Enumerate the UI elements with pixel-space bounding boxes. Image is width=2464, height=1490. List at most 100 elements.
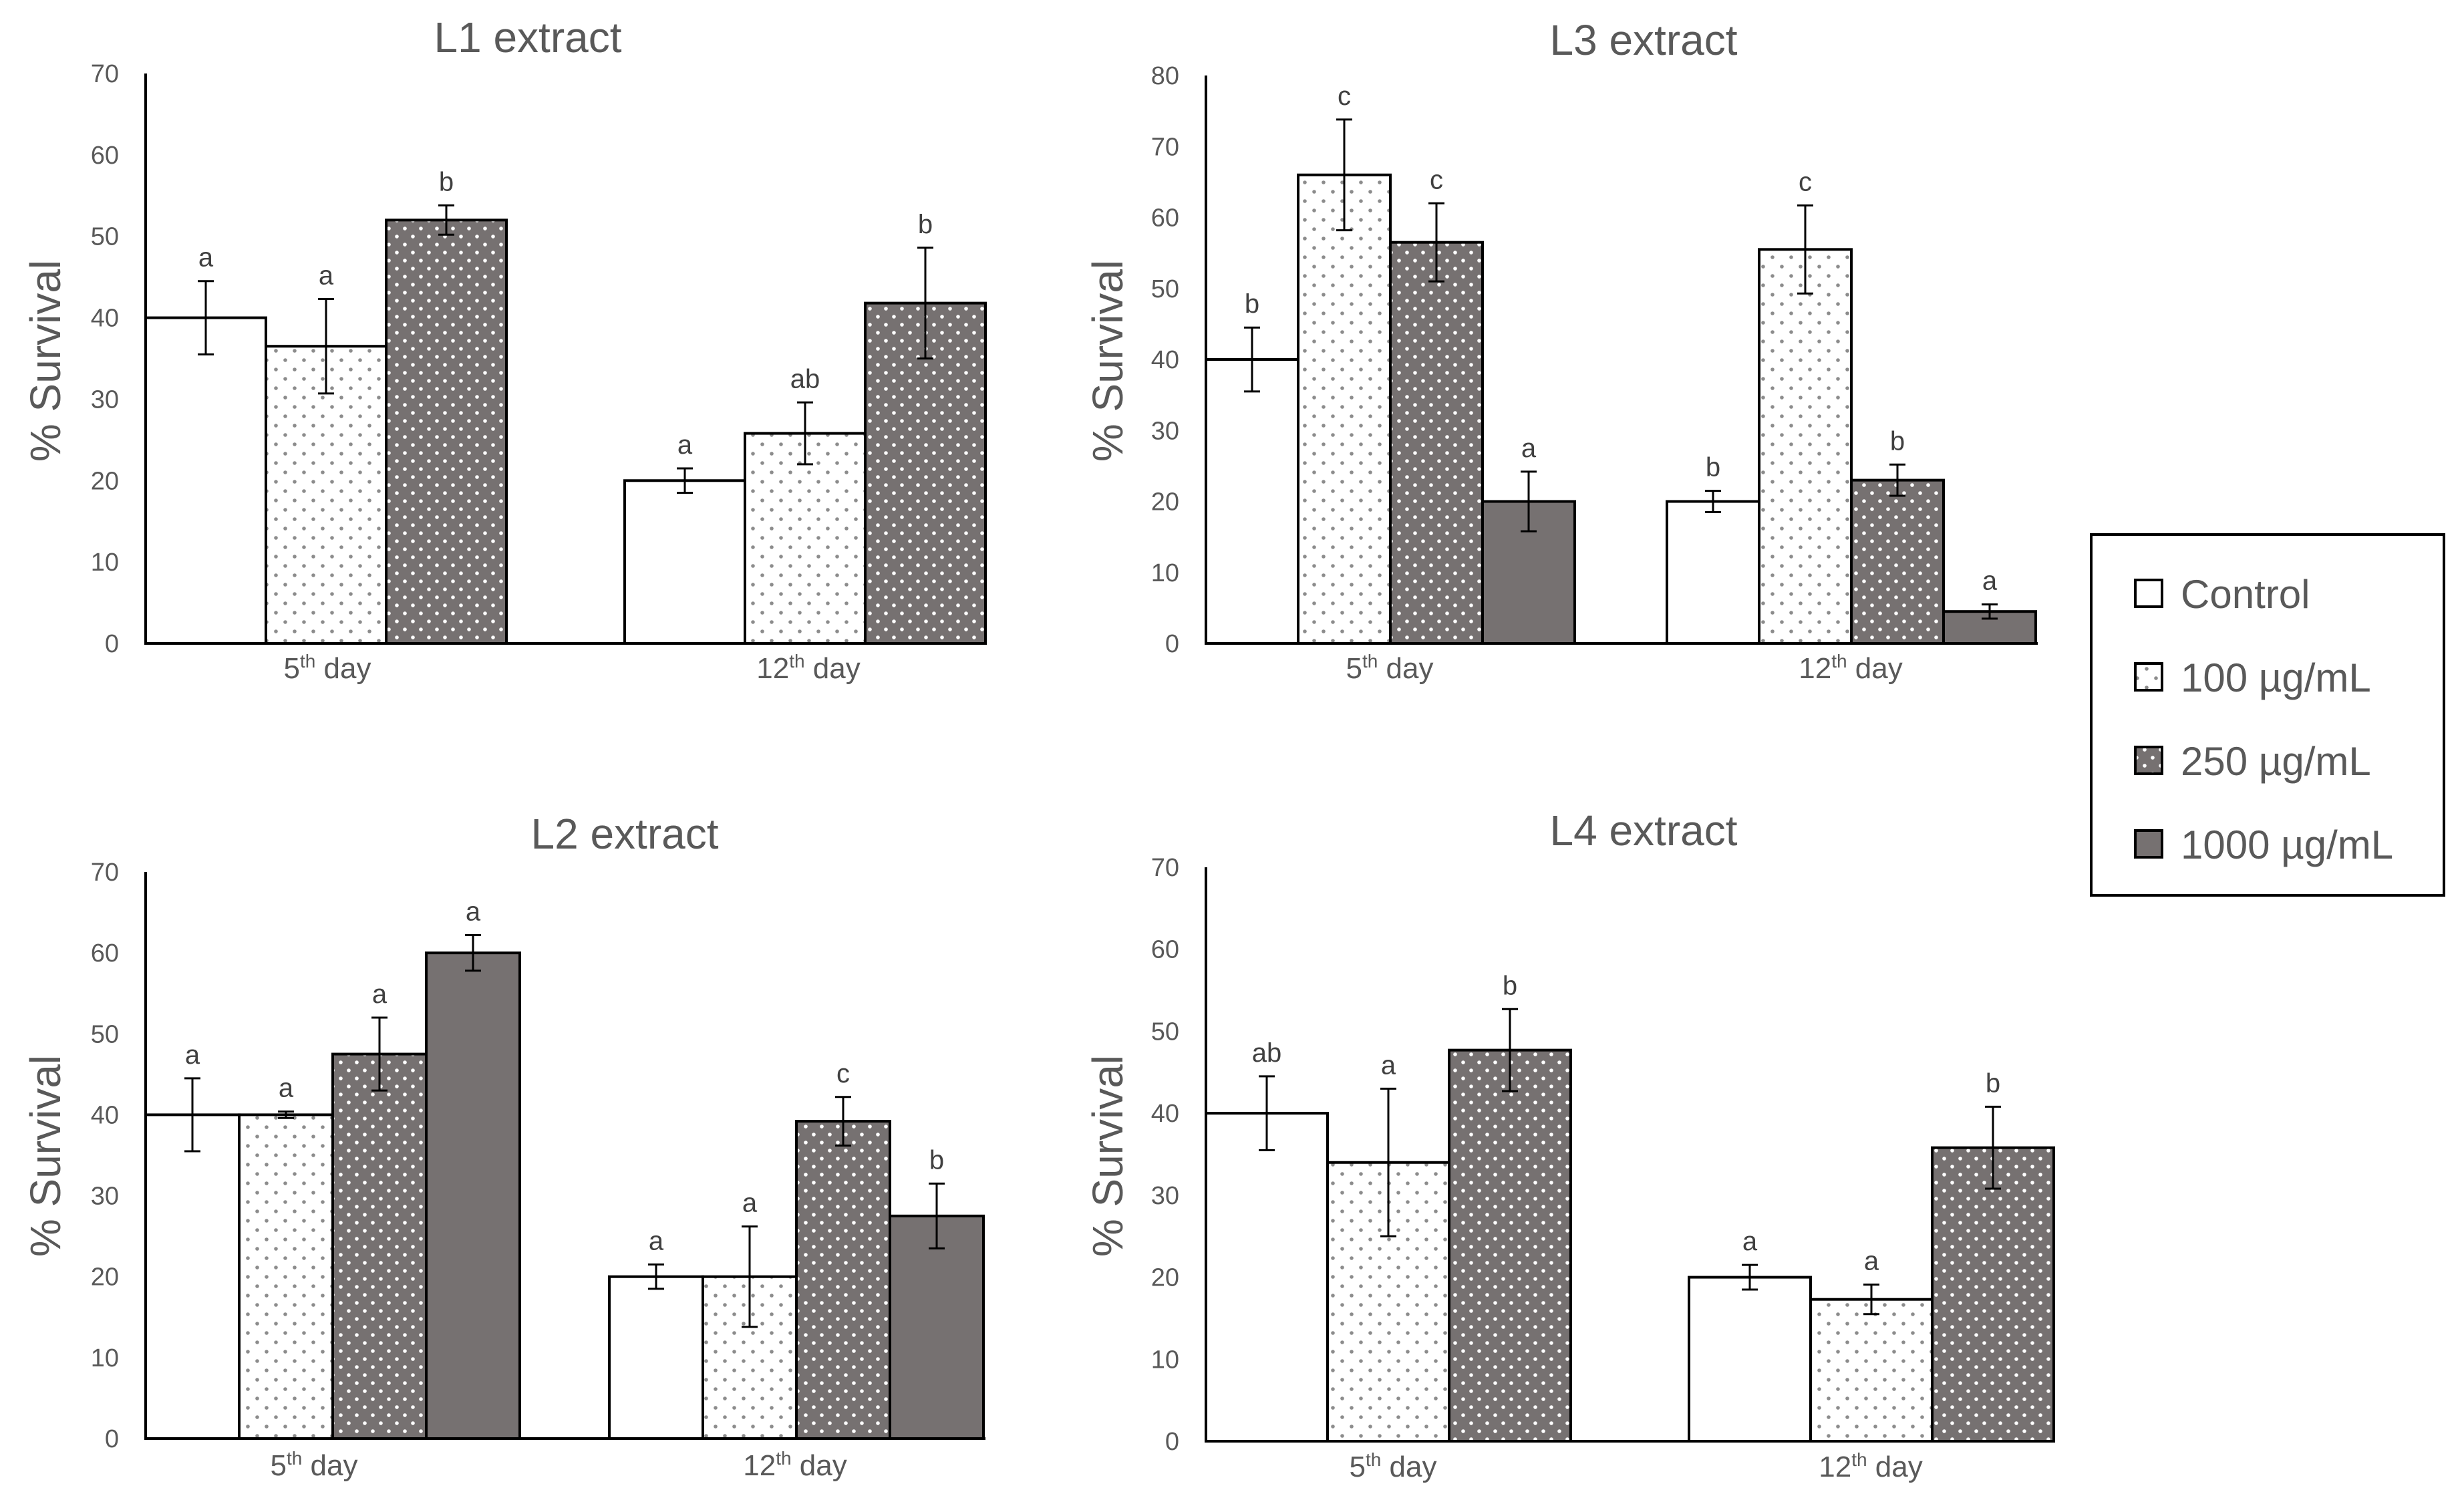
bar xyxy=(623,479,746,645)
significance-letter: ab xyxy=(1252,1038,1282,1068)
bar xyxy=(1205,1112,1329,1443)
y-tick-label: 30 xyxy=(91,1183,119,1211)
x-category-label: 5th day xyxy=(283,651,371,685)
legend-label-control: Control xyxy=(2181,572,2310,617)
y-tick-label: 60 xyxy=(91,939,119,967)
bar xyxy=(1297,173,1392,645)
significance-letter: a xyxy=(1381,1050,1396,1080)
y-tick-label: 20 xyxy=(91,1263,119,1292)
x-category-label: 12th day xyxy=(756,651,860,685)
bar xyxy=(144,316,267,645)
y-tick-label: 0 xyxy=(105,630,119,658)
bar xyxy=(385,218,508,645)
bar xyxy=(1850,478,1945,645)
y-tick-label: 0 xyxy=(1165,1428,1179,1456)
bar xyxy=(608,1275,704,1440)
y-tick-label: 20 xyxy=(91,467,119,495)
significance-letter: a xyxy=(1521,434,1537,463)
legend-label-1000: 1000 µg/mL xyxy=(2181,823,2393,867)
y-tick-label: 10 xyxy=(91,549,119,577)
chart-title: L1 extract xyxy=(434,13,621,61)
bar xyxy=(1809,1298,1934,1443)
significance-letter: a xyxy=(1742,1227,1758,1256)
y-tick-label: 70 xyxy=(91,859,119,887)
bar xyxy=(1931,1146,2055,1443)
y-tick-label: 50 xyxy=(91,1020,119,1048)
significance-letter: ab xyxy=(790,364,820,394)
bar xyxy=(1448,1048,1572,1443)
significance-letter: a xyxy=(185,1040,200,1070)
y-tick-label: 80 xyxy=(1151,62,1179,90)
x-category-label: 12th day xyxy=(1799,651,1902,685)
significance-letter: b xyxy=(929,1145,944,1175)
y-tick-label: 50 xyxy=(1151,1018,1179,1046)
bar xyxy=(1688,1276,1812,1443)
significance-letter: b xyxy=(1706,453,1720,482)
chart-title: L2 extract xyxy=(530,810,718,858)
y-tick-label: 40 xyxy=(91,1101,119,1129)
y-tick-label: 30 xyxy=(91,386,119,414)
y-tick-label: 60 xyxy=(1151,936,1179,964)
y-axis-label: % Survival xyxy=(1084,260,1132,462)
bar xyxy=(889,1214,985,1441)
chart-title: L4 extract xyxy=(1549,806,1737,855)
x-category-label: 12th day xyxy=(1819,1449,1922,1483)
bar xyxy=(144,1113,241,1441)
bar xyxy=(864,301,987,645)
significance-letter: b xyxy=(439,167,454,196)
y-tick-label: 60 xyxy=(1151,204,1179,233)
significance-letter: b xyxy=(1503,971,1517,1000)
y-tick-label: 40 xyxy=(1151,1100,1179,1128)
significance-letter: a xyxy=(466,897,481,926)
legend-label-250: 250 µg/mL xyxy=(2181,739,2371,784)
y-tick-label: 70 xyxy=(1151,854,1179,882)
y-tick-label: 60 xyxy=(91,142,119,170)
bar xyxy=(1389,241,1484,645)
significance-letter: b xyxy=(1890,426,1905,456)
y-axis-label: % Survival xyxy=(21,260,69,462)
legend-swatch-100 xyxy=(2134,662,2163,692)
x-category-label: 5th day xyxy=(270,1448,357,1482)
y-axis-label: % Survival xyxy=(1084,1055,1132,1257)
significance-letter: a xyxy=(372,980,388,1009)
significance-letter: b xyxy=(1986,1068,2000,1098)
bar xyxy=(425,951,521,1440)
significance-letter: c xyxy=(1430,165,1443,194)
x-category-label: 5th day xyxy=(1349,1449,1436,1483)
y-tick-label: 30 xyxy=(1151,417,1179,445)
significance-letter: a xyxy=(742,1189,758,1218)
y-tick-label: 10 xyxy=(1151,559,1179,587)
significance-letter: a xyxy=(319,261,334,291)
significance-letter: a xyxy=(279,1074,294,1103)
y-tick-label: 50 xyxy=(1151,275,1179,303)
significance-letter: c xyxy=(1338,82,1351,111)
bar xyxy=(238,1113,334,1441)
y-tick-label: 40 xyxy=(1151,346,1179,374)
bar xyxy=(1205,358,1299,645)
legend-swatch-control xyxy=(2134,579,2163,608)
y-tick-label: 20 xyxy=(1151,488,1179,516)
legend-swatch-250 xyxy=(2134,746,2163,775)
significance-letter: a xyxy=(1864,1247,1879,1276)
chart-panel-l4: L4 extract% Survival010203040506070abaaa… xyxy=(1084,806,2055,1483)
legend-entry-100: 100 µg/mL xyxy=(2134,655,2371,700)
bar xyxy=(795,1120,891,1440)
y-tick-label: 50 xyxy=(91,223,119,251)
bar xyxy=(1758,248,1853,645)
legend-entry-control: Control xyxy=(2134,572,2310,617)
y-tick-label: 10 xyxy=(1151,1346,1179,1374)
legend: Control 100 µg/mL 250 µg/mL 1000 µg/mL xyxy=(2090,533,2445,897)
y-tick-label: 0 xyxy=(1165,630,1179,658)
legend-entry-250: 250 µg/mL xyxy=(2134,739,2371,784)
y-tick-label: 30 xyxy=(1151,1182,1179,1210)
y-tick-label: 40 xyxy=(91,305,119,333)
legend-swatch-1000 xyxy=(2134,829,2163,859)
bar xyxy=(1666,500,1760,645)
y-axis-label: % Survival xyxy=(21,1055,69,1257)
significance-letter: a xyxy=(677,430,693,460)
significance-letter: b xyxy=(918,210,933,239)
chart-panel-l3: L3 extract % Survival 0 10 20 30 40 50 60 70 80 b b c… xyxy=(1084,16,2038,685)
legend-entry-1000: 1000 µg/mL xyxy=(2134,823,2393,867)
significance-letter: b xyxy=(1245,289,1259,319)
